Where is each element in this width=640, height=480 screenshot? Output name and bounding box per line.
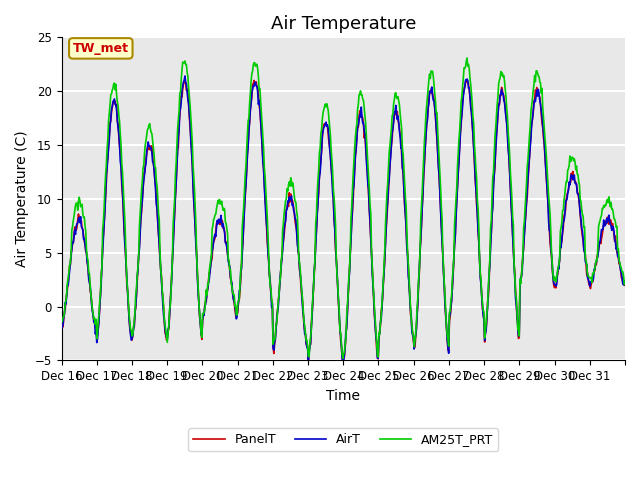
AirT bbox=[181, 73, 189, 79]
Line: PanelT: PanelT bbox=[61, 80, 625, 361]
AirT bbox=[124, 290, 131, 296]
PanelT bbox=[228, 285, 236, 290]
PanelT bbox=[435, 161, 442, 167]
AirT bbox=[58, 326, 65, 332]
Text: TW_met: TW_met bbox=[73, 42, 129, 55]
AM25T_PRT bbox=[434, 127, 442, 133]
AirT bbox=[621, 278, 629, 284]
AM25T_PRT bbox=[402, 203, 410, 209]
AM25T_PRT bbox=[463, 55, 471, 61]
PanelT bbox=[256, 108, 264, 114]
AirT bbox=[277, 264, 285, 269]
AM25T_PRT bbox=[339, 356, 347, 361]
X-axis label: Time: Time bbox=[326, 389, 360, 403]
AM25T_PRT bbox=[58, 316, 65, 322]
PanelT bbox=[58, 322, 65, 327]
AM25T_PRT bbox=[621, 280, 629, 286]
PanelT bbox=[181, 77, 189, 83]
AirT bbox=[403, 244, 411, 250]
PanelT bbox=[124, 288, 131, 294]
AM25T_PRT bbox=[255, 86, 263, 92]
Y-axis label: Air Temperature (C): Air Temperature (C) bbox=[15, 131, 29, 267]
AM25T_PRT bbox=[124, 287, 131, 293]
AM25T_PRT bbox=[276, 275, 284, 281]
AirT bbox=[305, 359, 312, 365]
Title: Air Temperature: Air Temperature bbox=[271, 15, 416, 33]
PanelT bbox=[621, 282, 629, 288]
Line: AirT: AirT bbox=[61, 76, 625, 362]
AirT bbox=[435, 164, 442, 169]
Legend: PanelT, AirT, AM25T_PRT: PanelT, AirT, AM25T_PRT bbox=[188, 428, 499, 451]
PanelT bbox=[339, 359, 347, 364]
AM25T_PRT bbox=[227, 280, 235, 286]
Line: AM25T_PRT: AM25T_PRT bbox=[61, 58, 625, 359]
PanelT bbox=[277, 262, 285, 267]
AirT bbox=[256, 105, 264, 111]
AirT bbox=[228, 281, 236, 287]
PanelT bbox=[403, 240, 411, 246]
